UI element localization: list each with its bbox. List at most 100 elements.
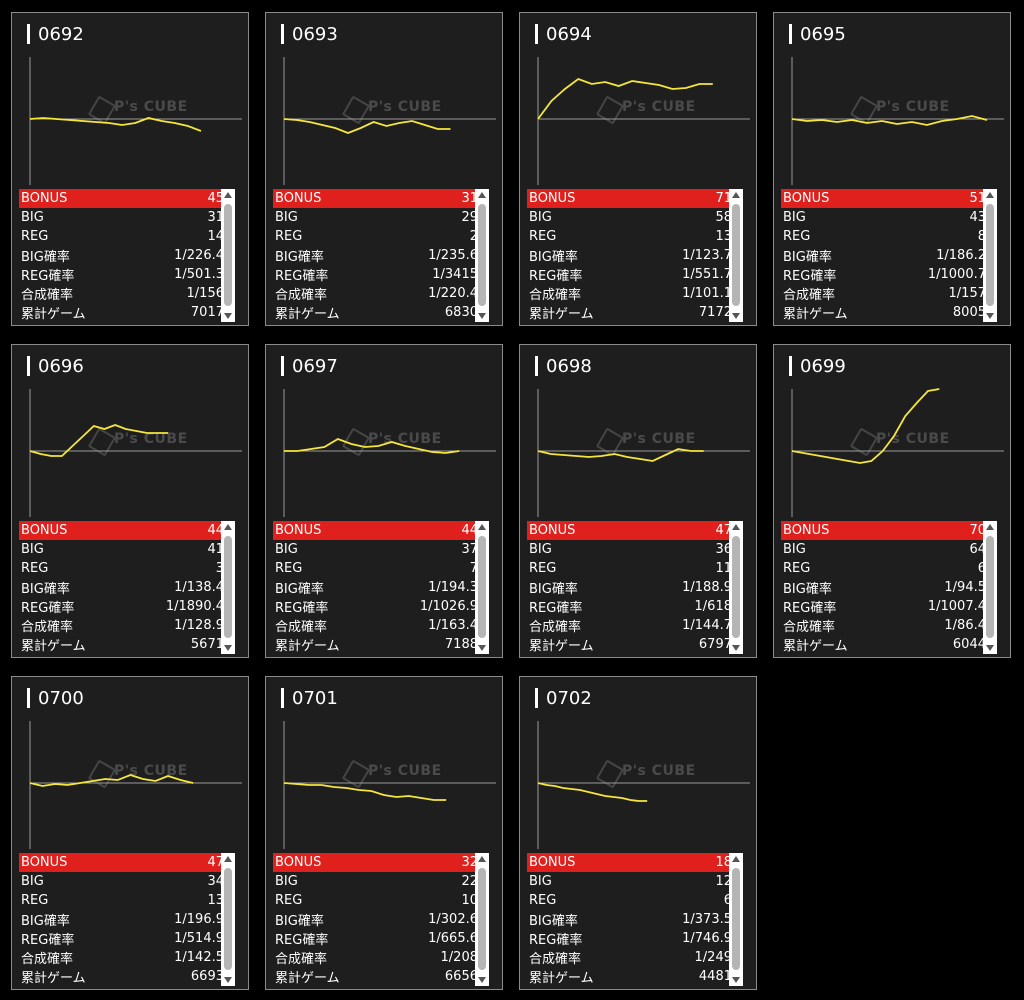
scroll-up-icon[interactable] xyxy=(224,524,232,530)
stat-row-big: BIG 37 xyxy=(273,540,480,559)
stats-panel[interactable]: BONUS 44 BIG 37 REG 7 BIG確率 1/194.3 REG確率 1/1026.… xyxy=(273,521,489,654)
scroll-up-icon[interactable] xyxy=(478,524,486,530)
scroll-down-icon[interactable] xyxy=(224,313,232,319)
stat-row-bonus: BONUS 31 xyxy=(273,189,480,208)
stats-panel[interactable]: BONUS 44 BIG 41 REG 3 BIG確率 1/138.4 REG確率 1/1890.… xyxy=(19,521,235,654)
title-marker xyxy=(789,356,792,376)
slump-graph: P's CUBE xyxy=(520,385,758,520)
scroll-down-icon[interactable] xyxy=(478,977,486,983)
graph-svg xyxy=(283,389,496,517)
scrollbar[interactable] xyxy=(221,189,235,322)
stat-value: 8005 xyxy=(952,305,986,320)
scrollbar[interactable] xyxy=(729,853,743,986)
stat-value: 1/101.1 xyxy=(682,286,732,301)
scroll-thumb[interactable] xyxy=(986,204,994,306)
scrollbar[interactable] xyxy=(729,521,743,654)
scrollbar[interactable] xyxy=(221,521,235,654)
stat-value: 1/157 xyxy=(948,286,986,301)
scroll-down-icon[interactable] xyxy=(478,313,486,319)
scroll-down-icon[interactable] xyxy=(986,313,994,319)
scroll-up-icon[interactable] xyxy=(732,856,740,862)
scroll-down-icon[interactable] xyxy=(732,977,740,983)
stats-panel[interactable]: BONUS 71 BIG 58 REG 13 BIG確率 1/123.7 REG確率 1/551.… xyxy=(527,189,743,322)
stat-label: REG確率 xyxy=(275,269,329,284)
stat-row-reg: REG 6 xyxy=(781,559,988,578)
scrollbar[interactable] xyxy=(221,853,235,986)
watermark-logo: P's CUBE xyxy=(341,755,456,795)
stat-row-big-rate: BIG確率 1/226.4 xyxy=(19,246,226,265)
stat-value: 7017 xyxy=(190,305,224,320)
scroll-thumb[interactable] xyxy=(478,204,486,306)
scroll-up-icon[interactable] xyxy=(224,192,232,198)
stats-panel[interactable]: BONUS 31 BIG 29 REG 2 BIG確率 1/235.6 REG確率 1/3415 合… xyxy=(273,189,489,322)
scroll-thumb[interactable] xyxy=(732,536,740,638)
scroll-up-icon[interactable] xyxy=(224,856,232,862)
stat-label: BONUS xyxy=(21,523,68,538)
scrollbar[interactable] xyxy=(983,521,997,654)
stat-value: 1/665.6 xyxy=(428,931,478,946)
stat-row-reg-rate: REG確率 1/501.3 xyxy=(19,265,226,284)
scroll-up-icon[interactable] xyxy=(986,524,994,530)
scroll-up-icon[interactable] xyxy=(986,192,994,198)
stat-row-reg-rate: REG確率 1/618 xyxy=(527,597,734,616)
stat-label: 合成確率 xyxy=(275,288,328,303)
stats-panel[interactable]: BONUS 18 BIG 12 REG 6 BIG確率 1/373.5 REG確率 1/746.9… xyxy=(527,853,743,986)
stats-panel[interactable]: BONUS 32 BIG 22 REG 10 BIG確率 1/302.6 REG確率 1/665.… xyxy=(273,853,489,986)
scroll-down-icon[interactable] xyxy=(224,645,232,651)
stat-value: 12 xyxy=(715,874,732,889)
machine-card: 0697 P's CUBE BONUS 44 BIG 37 REG 7 BIG確率 1/194.3… xyxy=(265,344,503,658)
stat-row-big-rate: BIG確率 1/94.5 xyxy=(781,578,988,597)
stat-value: 1/208 xyxy=(440,950,478,965)
scroll-down-icon[interactable] xyxy=(732,645,740,651)
stat-row-big: BIG 12 xyxy=(527,872,734,891)
machine-title: 0694 xyxy=(535,23,592,45)
scroll-down-icon[interactable] xyxy=(986,645,994,651)
scroll-down-icon[interactable] xyxy=(732,313,740,319)
machine-number: 0694 xyxy=(546,23,592,45)
scroll-up-icon[interactable] xyxy=(478,856,486,862)
slump-graph: P's CUBE xyxy=(266,385,504,520)
stat-value: 5671 xyxy=(190,637,224,652)
stats-panel[interactable]: BONUS 47 BIG 34 REG 13 BIG確率 1/196.9 REG確率 1/514.… xyxy=(19,853,235,986)
stat-row-big-rate: BIG確率 1/138.4 xyxy=(19,578,226,597)
scroll-thumb[interactable] xyxy=(732,204,740,306)
watermark-text: P's CUBE xyxy=(622,763,696,779)
slump-graph: P's CUBE xyxy=(266,717,504,852)
scroll-up-icon[interactable] xyxy=(732,524,740,530)
stat-value: 1/138.4 xyxy=(174,580,224,595)
stat-value: 6 xyxy=(977,561,986,576)
scroll-thumb[interactable] xyxy=(224,204,232,306)
stat-value: 14 xyxy=(207,229,224,244)
title-marker xyxy=(281,356,284,376)
stats-panel[interactable]: BONUS 70 BIG 64 REG 6 BIG確率 1/94.5 REG確率 1/1007.4… xyxy=(781,521,997,654)
graph-svg xyxy=(29,389,242,517)
watermark-logo: P's CUBE xyxy=(849,91,964,131)
scroll-thumb[interactable] xyxy=(478,868,486,970)
scroll-up-icon[interactable] xyxy=(478,192,486,198)
slump-line xyxy=(283,782,447,801)
scroll-thumb[interactable] xyxy=(732,868,740,970)
stats-panel[interactable]: BONUS 45 BIG 31 REG 14 BIG確率 1/226.4 REG確率 1/501.… xyxy=(19,189,235,322)
scroll-down-icon[interactable] xyxy=(224,977,232,983)
stat-row-bonus: BONUS 18 xyxy=(527,853,734,872)
scroll-down-icon[interactable] xyxy=(478,645,486,651)
scrollbar[interactable] xyxy=(475,189,489,322)
stat-label: BONUS xyxy=(21,191,68,206)
stat-value: 1/196.9 xyxy=(174,912,224,927)
stats-panel[interactable]: BONUS 47 BIG 36 REG 11 BIG確率 1/188.9 REG確率 1/618 合… xyxy=(527,521,743,654)
scroll-thumb[interactable] xyxy=(986,536,994,638)
slump-line xyxy=(29,117,202,132)
scroll-thumb[interactable] xyxy=(224,868,232,970)
slump-line xyxy=(283,118,451,134)
stats-panel[interactable]: BONUS 51 BIG 43 REG 8 BIG確率 1/186.2 REG確率 1/1000.… xyxy=(781,189,997,322)
scrollbar[interactable] xyxy=(475,521,489,654)
stat-value: 41 xyxy=(207,542,224,557)
scroll-thumb[interactable] xyxy=(224,536,232,638)
scroll-thumb[interactable] xyxy=(478,536,486,638)
scrollbar[interactable] xyxy=(729,189,743,322)
scroll-up-icon[interactable] xyxy=(732,192,740,198)
stat-row-total-rate: 合成確率 1/157 xyxy=(781,284,988,303)
scrollbar[interactable] xyxy=(983,189,997,322)
scrollbar[interactable] xyxy=(475,853,489,986)
stat-row-reg: REG 6 xyxy=(527,891,734,910)
